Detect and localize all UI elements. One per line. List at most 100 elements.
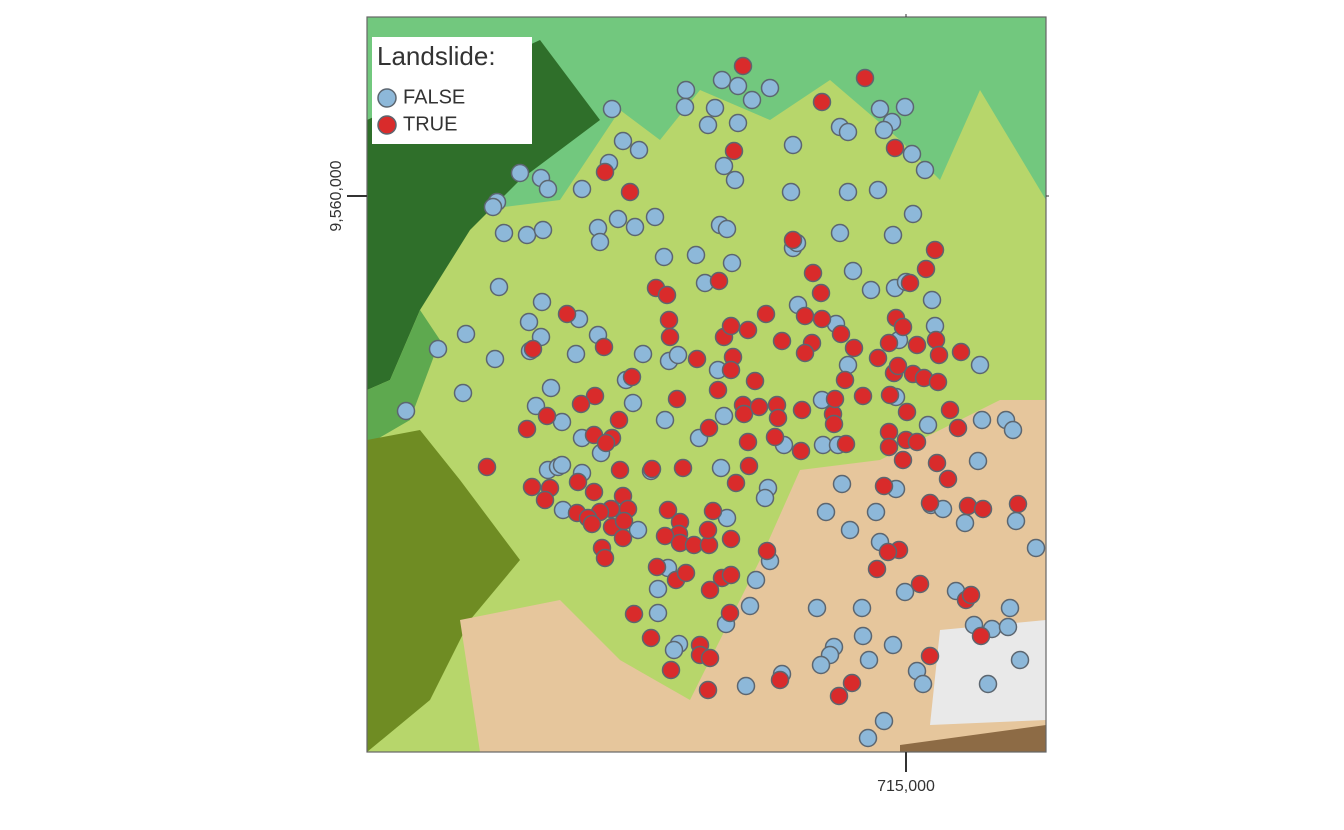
terrain-snow [930, 620, 1046, 725]
landslide-point [712, 70, 732, 90]
landslide-point [883, 225, 903, 245]
landslide-point [655, 526, 675, 546]
landslide-point [610, 460, 630, 480]
landslide-point [552, 455, 572, 475]
landslide-point [738, 432, 758, 452]
landslide-point [703, 501, 723, 521]
landslide-point [557, 304, 577, 324]
landslide-point [829, 686, 849, 706]
landslide-point [840, 520, 860, 540]
landslide-point [714, 406, 734, 426]
landslide-point [895, 582, 915, 602]
landslide-point [648, 579, 668, 599]
landslide-point [903, 204, 923, 224]
landslide-point [711, 458, 731, 478]
landslide-point [961, 585, 981, 605]
landslide-point [594, 337, 614, 357]
landslide-point [667, 389, 687, 409]
landslide-point [740, 596, 760, 616]
landslide-point [657, 285, 677, 305]
legend-title: Landslide: [377, 41, 496, 71]
landslide-point [853, 386, 873, 406]
landslide-point [698, 520, 718, 540]
landslide-point [795, 306, 815, 326]
landslide-point [489, 277, 509, 297]
landslide-point [596, 433, 616, 453]
landslide-point [609, 410, 629, 430]
landslide-point [824, 414, 844, 434]
landslide-point [920, 493, 940, 513]
landslide-point [795, 343, 815, 363]
landslide-point [517, 225, 537, 245]
terrain-olive [367, 430, 520, 752]
terrain-brown [900, 725, 1046, 752]
landslide-point [428, 339, 448, 359]
landslide-point [940, 400, 960, 420]
landslide-point [595, 548, 615, 568]
landslide-point [927, 453, 947, 473]
landslide-point [1026, 538, 1046, 558]
landslide-point [738, 320, 758, 340]
landslide-point [878, 542, 898, 562]
landslide-point [879, 333, 899, 353]
landslide-point [812, 92, 832, 112]
landslide-point [721, 565, 741, 585]
landslide-point [745, 371, 765, 391]
landslide-point [746, 570, 766, 590]
landslide-point [916, 259, 936, 279]
landslide-point [926, 330, 946, 350]
landslide-point [623, 393, 643, 413]
landslide-point [739, 456, 759, 476]
landslide-point [1000, 598, 1020, 618]
landslide-point [541, 378, 561, 398]
landslide-point [938, 469, 958, 489]
landslide-point [918, 415, 938, 435]
landslide-point [629, 140, 649, 160]
landslide-point [721, 316, 741, 336]
landslide-point [749, 397, 769, 417]
landslide-point [874, 711, 894, 731]
landslide-point [970, 355, 990, 375]
landslide-point [477, 457, 497, 477]
landslide-point [608, 209, 628, 229]
landslide-point [874, 120, 894, 140]
landslide-point [613, 131, 633, 151]
landslide-point [998, 617, 1018, 637]
landslide-point [721, 529, 741, 549]
landslide-point [861, 280, 881, 300]
landslide-point [590, 232, 610, 252]
landslide-point [868, 180, 888, 200]
landslide-point [757, 541, 777, 561]
landslide-point [811, 655, 831, 675]
landslide-point [728, 76, 748, 96]
landslide-point [456, 324, 476, 344]
landslide-point [838, 355, 858, 375]
landslide-point [736, 676, 756, 696]
landslide-point [724, 141, 744, 161]
legend-label: TRUE [403, 113, 457, 135]
landslide-point [897, 402, 917, 422]
landslide-point [842, 673, 862, 693]
landslide-point [396, 401, 416, 421]
landslide-point [660, 327, 680, 347]
landslide-point [893, 317, 913, 337]
landslide-point [705, 98, 725, 118]
landslide-point [832, 474, 852, 494]
landslide-point [698, 680, 718, 700]
landslide-point [709, 271, 729, 291]
landslide-point [858, 728, 878, 748]
landslide-point [893, 450, 913, 470]
landslide-point [676, 563, 696, 583]
landslide-point [958, 496, 978, 516]
x-tick-label: 715,000 [877, 778, 935, 795]
landslide-point [1010, 650, 1030, 670]
landslide-point [913, 674, 933, 694]
landslide-point [825, 389, 845, 409]
landslide-point [668, 345, 688, 365]
landslide-point [910, 574, 930, 594]
landslide-point [870, 99, 890, 119]
landslide-point [772, 331, 792, 351]
landslide-point [765, 427, 785, 447]
landslide-point [654, 247, 674, 267]
